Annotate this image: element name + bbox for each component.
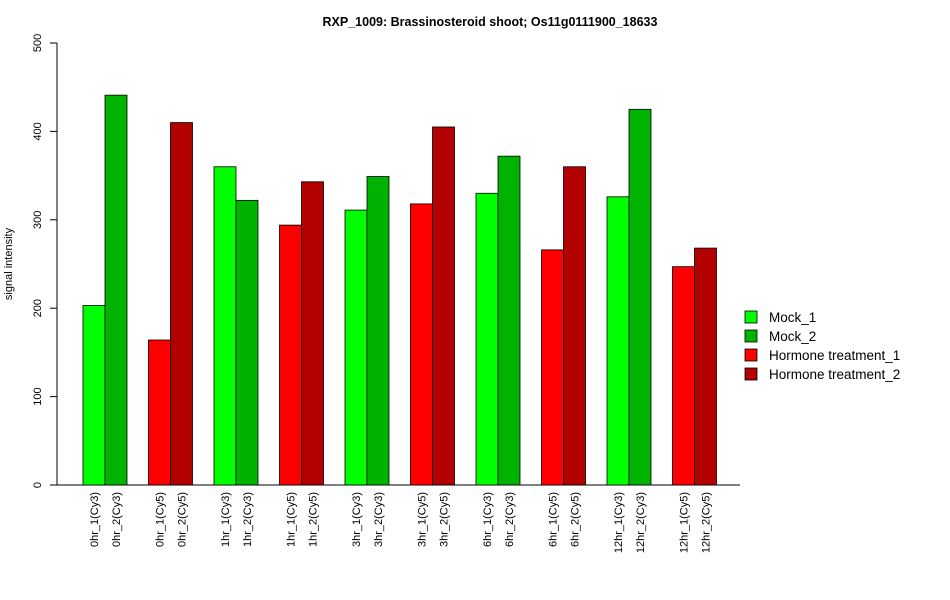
x-tick-label: 3hr_1(Cy3) xyxy=(351,492,363,547)
bar xyxy=(148,339,171,486)
x-tick-label: 0hr_2(Cy3) xyxy=(111,492,123,547)
bar xyxy=(170,122,193,486)
legend-label: Mock_2 xyxy=(769,329,816,344)
legend-swatch xyxy=(744,348,758,362)
x-tick-label: 0hr_2(Cy5) xyxy=(177,492,189,547)
bar xyxy=(104,94,128,486)
x-tick-label: 1hr_1(Cy5) xyxy=(286,492,298,547)
x-tick-label: 0hr_1(Cy3) xyxy=(89,492,101,547)
bar xyxy=(213,166,237,486)
chart-title: RXP_1009: Brassinosteroid shoot; Os11g01… xyxy=(323,15,658,29)
x-tick-label: 6hr_1(Cy3) xyxy=(482,492,494,547)
x-tick-label: 12hr_1(Cy3) xyxy=(613,492,625,553)
bar xyxy=(672,266,695,486)
x-tick-label: 1hr_2(Cy5) xyxy=(308,492,320,547)
bar xyxy=(344,209,368,486)
y-tick-label: 100 xyxy=(32,387,44,405)
y-axis-title: signal intensity xyxy=(3,227,15,300)
x-tick-label: 1hr_1(Cy3) xyxy=(220,492,232,547)
legend-swatch xyxy=(744,310,758,324)
y-tick-label: 200 xyxy=(32,299,44,317)
legend-swatch xyxy=(744,367,758,381)
bar xyxy=(82,305,106,486)
legend-swatch xyxy=(744,329,758,343)
bar xyxy=(432,126,455,486)
legend-label: Hormone treatment_1 xyxy=(769,348,900,363)
bar xyxy=(235,199,259,486)
bar xyxy=(279,224,302,486)
y-tick-label: 0 xyxy=(32,482,44,488)
x-tick-label: 6hr_2(Cy5) xyxy=(570,492,582,547)
legend-label: Hormone treatment_2 xyxy=(769,367,900,382)
bar xyxy=(410,203,433,486)
x-tick-label: 0hr_1(Cy5) xyxy=(155,492,167,547)
legend-label: Mock_1 xyxy=(769,310,816,325)
x-tick-label: 12hr_1(Cy5) xyxy=(679,492,691,553)
bar xyxy=(541,249,564,486)
x-tick-label: 6hr_2(Cy3) xyxy=(504,492,516,547)
y-tick-label: 400 xyxy=(32,122,44,140)
bars-group xyxy=(82,94,717,486)
bar xyxy=(366,176,390,486)
bar xyxy=(475,192,499,486)
x-tick-label: 3hr_1(Cy5) xyxy=(417,492,429,547)
x-tick-label: 1hr_2(Cy3) xyxy=(242,492,254,547)
bar xyxy=(628,108,652,486)
bar xyxy=(563,166,586,486)
y-axis: 0 100 200 300 400 500 xyxy=(32,34,58,488)
x-tick-labels: 0hr_1(Cy3) 0hr_2(Cy3) 0hr_1(Cy5) 0hr_2(Cy5)… xyxy=(89,492,713,553)
x-tick-label: 3hr_2(Cy3) xyxy=(373,492,385,547)
y-tick-label: 500 xyxy=(32,34,44,52)
bar xyxy=(301,181,324,486)
bar xyxy=(694,247,717,486)
x-tick-label: 12hr_2(Cy3) xyxy=(635,492,647,553)
bar xyxy=(497,155,521,486)
bar xyxy=(606,196,630,486)
x-tick-label: 12hr_2(Cy5) xyxy=(701,492,713,553)
legend: Mock_1 Mock_2 Hormone treatment_1 Hormone t… xyxy=(744,310,900,382)
x-tick-label: 3hr_2(Cy5) xyxy=(439,492,451,547)
y-tick-label: 300 xyxy=(32,211,44,229)
x-tick-label: 6hr_1(Cy5) xyxy=(548,492,560,547)
